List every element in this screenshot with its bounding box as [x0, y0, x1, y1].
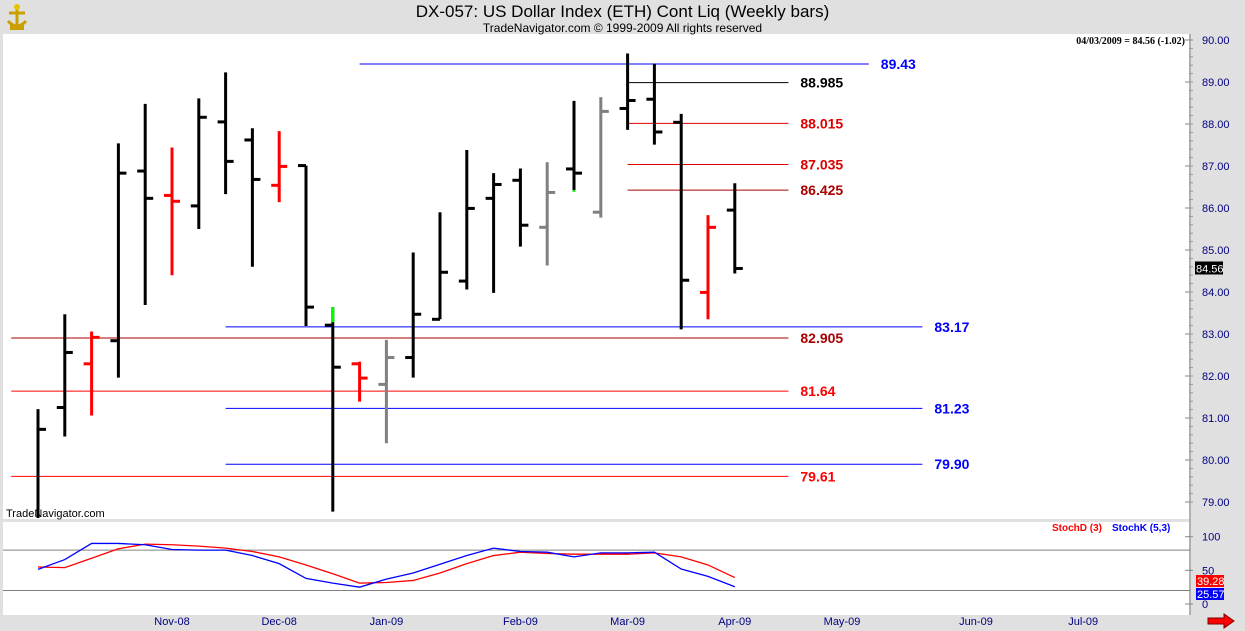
- y-tick-label: 83.00: [1202, 329, 1230, 341]
- chart-subtitle: TradeNavigator.com © 1999-2009 All right…: [482, 21, 763, 35]
- legend-stochd: StochD (3): [1052, 523, 1102, 534]
- y-tick-label: 82.00: [1202, 371, 1230, 383]
- stoch-last-box: [1196, 575, 1224, 587]
- last-price-label: 84.56: [1196, 263, 1224, 275]
- stoch-y-tick-label: 0: [1202, 599, 1208, 611]
- y-tick-label: 79.00: [1202, 497, 1230, 509]
- last-price-box: [1195, 261, 1223, 275]
- scroll-right-arrow-icon[interactable]: [1207, 613, 1235, 629]
- x-tick-label: Apr-09: [718, 616, 751, 628]
- x-tick-label: Mar-09: [610, 616, 645, 628]
- stoch-line-k: [37, 542, 736, 588]
- x-tick-label: Dec-08: [261, 616, 296, 628]
- stoch-last-label: 25.57: [1197, 589, 1225, 601]
- level-label: 79.61: [800, 468, 835, 484]
- level-label: 79.90: [934, 456, 969, 472]
- level-label: 82.905: [800, 330, 843, 346]
- y-tick-label: 81.00: [1202, 413, 1230, 425]
- price-panel: [3, 34, 1190, 519]
- y-tick-label: 88.00: [1202, 119, 1230, 131]
- level-label: 88.015: [800, 115, 843, 131]
- level-label: 86.425: [800, 182, 843, 198]
- chart-title: DX-057: US Dollar Index (ETH) Cont Liq (…: [415, 2, 830, 21]
- x-tick-label: May-09: [824, 616, 861, 628]
- level-label: 81.64: [800, 383, 835, 399]
- stoch-y-tick-label: 100: [1202, 532, 1220, 544]
- x-tick-label: Jan-09: [370, 616, 404, 628]
- legend-stochk: StochK (5,3): [1112, 523, 1170, 534]
- level-label: 87.035: [800, 157, 843, 173]
- x-tick-label: Jun-09: [959, 616, 993, 628]
- stoch-last-label: 39.28: [1197, 576, 1225, 588]
- watermark: TradeNavigator.com: [6, 508, 105, 520]
- level-label: 83.17: [934, 319, 969, 335]
- tradenavigator-logo: [4, 3, 30, 31]
- stoch-line-d: [37, 543, 736, 584]
- y-tick-label: 90.00: [1202, 35, 1230, 47]
- y-tick-label: 87.00: [1202, 161, 1230, 173]
- x-tick-label: Feb-09: [503, 616, 538, 628]
- stoch-last-box: [1196, 588, 1224, 600]
- stoch-y-tick-label: 50: [1202, 565, 1214, 577]
- y-tick-label: 84.00: [1202, 287, 1230, 299]
- y-tick-label: 80.00: [1202, 455, 1230, 467]
- x-tick-label: Nov-08: [154, 616, 189, 628]
- level-label: 88.985: [800, 75, 843, 91]
- x-tick-label: Jul-09: [1068, 616, 1098, 628]
- level-label: 81.23: [934, 400, 969, 416]
- stoch-panel: [3, 522, 1190, 615]
- y-tick-label: 86.00: [1202, 203, 1230, 215]
- y-tick-label: 89.00: [1202, 77, 1230, 89]
- level-label: 89.43: [881, 56, 916, 72]
- price-readout: 04/03/2009 = 84.56 (-1.02): [1076, 36, 1185, 47]
- y-tick-label: 85.00: [1202, 245, 1230, 257]
